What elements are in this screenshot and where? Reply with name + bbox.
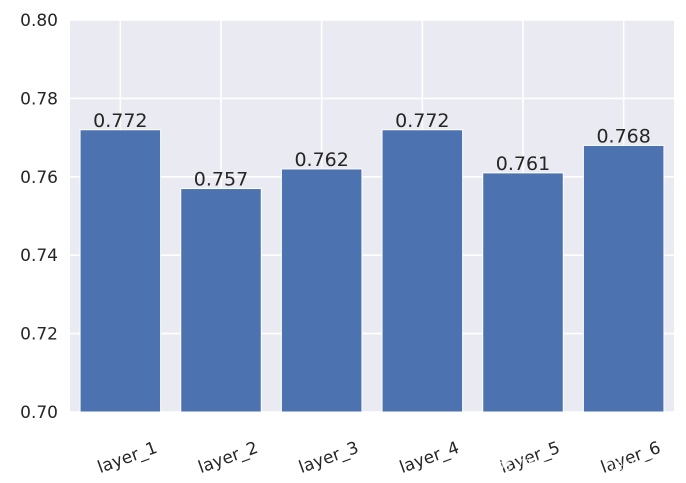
y-tick-label: 0.80	[20, 11, 58, 31]
bar-layer_6	[582, 144, 665, 413]
bar-layer_2	[180, 188, 262, 413]
y-tick-label: 0.76	[20, 168, 58, 188]
x-tick-label-layer_4: layer_4	[397, 438, 462, 478]
data-label-layer_4: 0.772	[395, 110, 449, 132]
x-tick-label-layer_2: layer_2	[196, 438, 261, 478]
data-label-layer_3: 0.762	[294, 149, 348, 171]
bar-layer_3	[280, 168, 363, 413]
data-label-layer_1: 0.772	[93, 110, 147, 132]
bar-layer_1	[79, 129, 162, 413]
data-label-layer_5: 0.761	[496, 153, 550, 175]
bar-layer_5	[482, 172, 564, 413]
data-label-layer_2: 0.757	[194, 169, 248, 191]
data-label-layer_6: 0.768	[596, 125, 650, 147]
plot-background	[70, 20, 674, 412]
bars	[79, 129, 665, 413]
watermark: https://blog.csdn.net/to222	[474, 456, 678, 474]
y-axis-ticks: 0.70 0.72 0.74 0.76 0.78 0.80	[20, 11, 58, 423]
y-tick-label: 0.78	[20, 89, 58, 109]
y-tick-label: 0.72	[20, 325, 58, 345]
y-tick-label: 0.74	[20, 246, 58, 266]
x-tick-label-layer_1: layer_1	[95, 438, 160, 478]
y-tick-label: 0.70	[20, 403, 58, 423]
x-tick-label-layer_3: layer_3	[296, 438, 361, 478]
bar-layer_4	[381, 129, 464, 413]
data-labels: 0.772 0.757 0.762 0.772 0.761 0.768	[93, 110, 651, 191]
